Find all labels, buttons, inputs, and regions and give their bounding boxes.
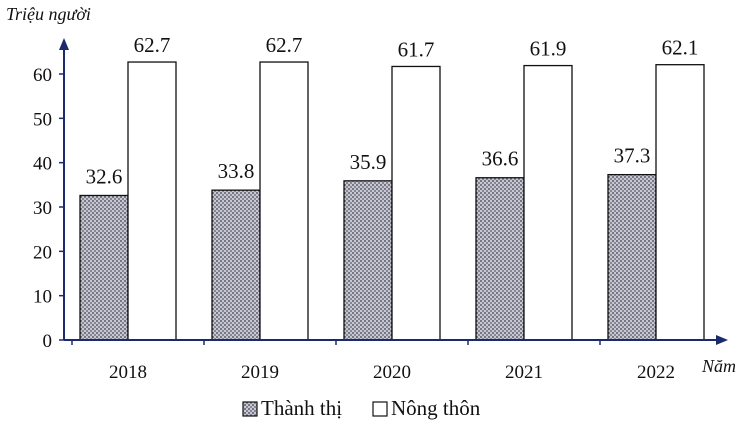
value-label-nong-thon-2018: 62.7: [134, 33, 171, 57]
value-label-nong-thon-2019: 62.7: [266, 33, 303, 57]
bars-group: [79, 61, 705, 341]
y-tick-label: 30: [33, 198, 52, 219]
y-tick-label: 20: [33, 242, 52, 263]
x-axis-title: Năm: [701, 356, 736, 376]
bar-thanh-thi-2022: [607, 173, 657, 341]
bar-nong-thon-2019: [259, 61, 309, 341]
y-tick-label: 50: [33, 109, 52, 130]
bar-nong-thon-2018: [127, 61, 177, 341]
value-label-thanh-thi-2021: 36.6: [482, 147, 519, 171]
y-axis-title: Triệu người: [6, 4, 91, 24]
x-axis-arrowhead: [716, 335, 728, 345]
x-tick-label-2019: 2019: [241, 362, 279, 383]
legend-label-thanh-thi: Thành thị: [261, 396, 342, 420]
value-label-thanh-thi-2019: 33.8: [218, 159, 255, 183]
legend-swatch-nong-thon: [372, 401, 388, 417]
bar-nong-thon-2022: [655, 64, 705, 341]
value-label-thanh-thi-2020: 35.9: [350, 150, 387, 174]
x-axis-ticks: 2018 2019 2020 2021 2022: [71, 340, 675, 383]
x-tick-label-2022: 2022: [637, 362, 675, 383]
y-tick-label: 10: [33, 287, 52, 308]
y-tick-label: 0: [43, 331, 53, 352]
bar-thanh-thi-2021: [475, 177, 525, 341]
y-tick-label: 60: [33, 65, 52, 86]
legend-label-nong-thon: Nông thôn: [391, 396, 481, 420]
bar-nong-thon-2020: [391, 65, 441, 341]
legend: Thành thị Nông thôn: [242, 396, 481, 420]
value-label-nong-thon-2021: 61.9: [530, 37, 567, 61]
value-label-nong-thon-2020: 61.7: [398, 37, 435, 61]
y-axis-arrowhead: [59, 38, 69, 50]
value-label-nong-thon-2022: 62.1: [662, 36, 699, 60]
value-labels-group: 32.6 62.7 33.8 62.7 35.9 61.7 36.6 61.9 37.3 62.1: [86, 33, 699, 188]
x-tick-label-2021: 2021: [505, 362, 543, 383]
x-tick-label-2020: 2020: [373, 362, 411, 383]
value-label-thanh-thi-2018: 32.6: [86, 164, 123, 188]
legend-swatch-thanh-thi: [242, 401, 258, 417]
value-label-thanh-thi-2022: 37.3: [614, 144, 651, 168]
y-tick-label: 40: [33, 154, 52, 175]
bar-thanh-thi-2019: [211, 189, 261, 341]
bar-thanh-thi-2020: [343, 180, 393, 341]
x-tick-label-2018: 2018: [109, 362, 147, 383]
y-axis-ticks: 0 10 20 30 40 50 60: [33, 65, 64, 352]
bar-nong-thon-2021: [523, 64, 573, 341]
bar-thanh-thi-2018: [79, 194, 129, 341]
